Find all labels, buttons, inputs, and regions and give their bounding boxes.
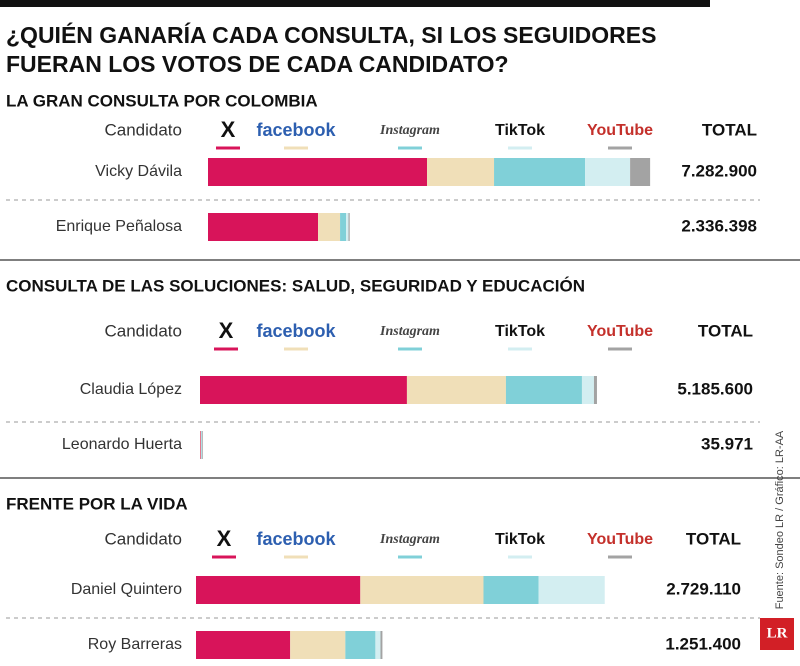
bar-segment (208, 158, 428, 186)
bar-segment (585, 158, 631, 186)
legend-entry: YouTube (587, 122, 653, 139)
legend-entry: facebook (256, 529, 336, 549)
bar-segment (290, 631, 346, 659)
title-line: ¿QUIÉN GANARÍA CADA CONSULTA, SI LOS SEG… (6, 21, 656, 48)
total-header: TOTAL (702, 120, 757, 139)
legend-entry: facebook (256, 321, 336, 341)
bar-segment (201, 431, 203, 459)
candidate-name: Leonardo Huerta (62, 436, 182, 453)
total-label: 35.971 (701, 434, 753, 453)
bar-segment (494, 158, 586, 186)
bar-segment (346, 213, 349, 241)
candidate-name: Vicky Dávila (95, 163, 182, 180)
total-header: TOTAL (698, 321, 753, 340)
candidate-name: Daniel Quintero (71, 581, 182, 598)
bar-segment (406, 376, 506, 404)
legend-entry: Instagram (379, 532, 440, 547)
bar-segment (380, 631, 383, 659)
bar-segment (345, 631, 376, 659)
category-header: Candidato (104, 120, 182, 139)
logo-box (760, 618, 794, 650)
top-rule (0, 0, 710, 7)
bar-segment (196, 576, 361, 604)
section-title: CONSULTA DE LAS SOLUCIONES: SALUD, SEGUR… (6, 276, 585, 295)
logo: LR (767, 625, 788, 641)
legend-entry: Instagram (379, 123, 440, 138)
legend-entry: TikTok (495, 323, 545, 340)
bar-segment (505, 376, 582, 404)
bar-segment (427, 158, 495, 186)
bar-segment (200, 376, 407, 404)
total-label: 1.251.400 (665, 634, 741, 653)
legend-entry: X (219, 318, 234, 343)
bar-segment (581, 376, 594, 404)
category-header: Candidato (104, 321, 182, 340)
bar-segment (201, 431, 202, 459)
bar-segment (483, 576, 539, 604)
section-title: LA GRAN CONSULTA POR COLOMBIA (6, 91, 318, 110)
legend-entry: X (221, 117, 236, 142)
bar-segment (538, 576, 605, 604)
legend-entry: YouTube (587, 323, 653, 340)
candidate-name: Roy Barreras (88, 636, 182, 653)
candidate-name: Enrique Peñalosa (56, 218, 182, 235)
total-label: 2.336.398 (681, 216, 757, 235)
legend-entry: YouTube (587, 531, 653, 548)
category-header: Candidato (104, 529, 182, 548)
legend-entry: TikTok (495, 531, 545, 548)
legend-entry: Instagram (379, 324, 440, 339)
bar-segment (375, 631, 381, 659)
bar-segment (630, 158, 651, 186)
bar-segment (318, 213, 341, 241)
bar-segment (340, 213, 347, 241)
bar-segment (208, 213, 319, 241)
legend-entry: facebook (256, 120, 336, 140)
bar-segment (200, 431, 201, 459)
legend-entry: TikTok (495, 122, 545, 139)
section-title: FRENTE POR LA VIDA (6, 494, 188, 513)
bar-segment (196, 631, 291, 659)
total-label: 5.185.600 (677, 379, 753, 398)
bar-segment (348, 213, 350, 241)
source: Fuente: Sondeo LR / Gráfico: LR-AA (774, 430, 786, 609)
legend-entry: X (217, 526, 232, 551)
bar-segment (593, 376, 597, 404)
total-header: TOTAL (686, 529, 741, 548)
title-line: FUERAN LOS VOTOS DE CADA CANDIDATO? (6, 51, 509, 77)
total-label: 2.729.110 (666, 579, 741, 598)
candidate-name: Claudia López (80, 381, 182, 398)
total-label: 7.282.900 (681, 161, 757, 180)
bar-segment (360, 576, 484, 604)
